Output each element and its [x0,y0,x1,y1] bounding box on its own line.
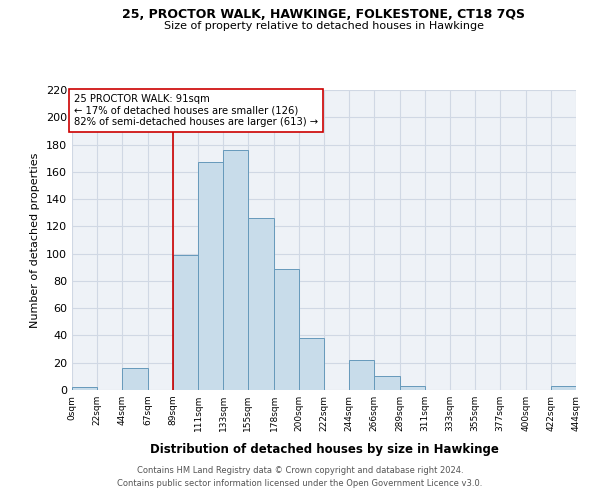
Text: Size of property relative to detached houses in Hawkinge: Size of property relative to detached ho… [164,21,484,31]
Bar [223,150,248,390]
Text: Distribution of detached houses by size in Hawkinge: Distribution of detached houses by size … [149,442,499,456]
Text: 25 PROCTOR WALK: 91sqm
← 17% of detached houses are smaller (126)
82% of semi-de: 25 PROCTOR WALK: 91sqm ← 17% of detached… [74,94,319,128]
Text: Contains HM Land Registry data © Crown copyright and database right 2024.
Contai: Contains HM Land Registry data © Crown c… [118,466,482,487]
Bar [173,255,198,390]
Bar [248,218,274,390]
Bar [299,338,324,390]
Bar [374,376,400,390]
Text: 25, PROCTOR WALK, HAWKINGE, FOLKESTONE, CT18 7QS: 25, PROCTOR WALK, HAWKINGE, FOLKESTONE, … [122,8,526,20]
Bar [122,368,148,390]
Y-axis label: Number of detached properties: Number of detached properties [31,152,40,328]
Bar [551,386,576,390]
Bar [72,388,97,390]
Bar [349,360,374,390]
Bar [400,386,425,390]
Bar [198,162,223,390]
Bar [274,268,299,390]
